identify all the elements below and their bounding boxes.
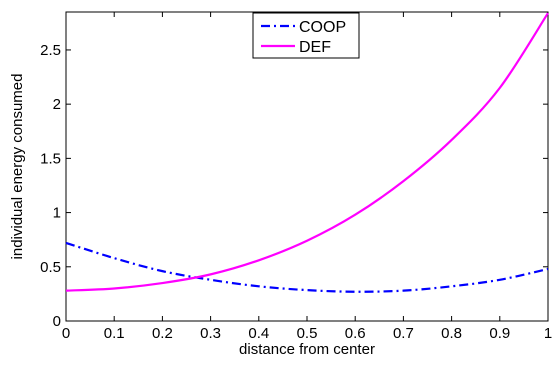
x-tick-label: 0 xyxy=(62,325,70,342)
y-tick-label: 0.5 xyxy=(40,259,61,276)
y-tick-label: 1.5 xyxy=(40,150,61,167)
legend: COOP DEF xyxy=(252,12,360,59)
legend-label-coop: COOP xyxy=(299,19,346,36)
series-lines xyxy=(65,12,549,293)
legend-label-def: DEF xyxy=(299,39,331,56)
y-tick-label: 2.5 xyxy=(40,42,61,59)
x-tick-label: 0.5 xyxy=(297,325,318,342)
x-tick-label: 0.7 xyxy=(393,325,414,342)
series-line-def xyxy=(65,12,549,292)
x-tick-label: 0.9 xyxy=(489,325,510,342)
x-tick-label: 0.1 xyxy=(104,325,125,342)
x-axis-label: distance from center xyxy=(239,341,375,358)
y-axis-ticks: 0 0.5 1 1.5 2 2.5 xyxy=(40,42,548,330)
x-tick-label: 0.4 xyxy=(248,325,269,342)
series-line-coop xyxy=(65,241,549,293)
legend-box xyxy=(252,12,360,59)
x-tick-label: 1 xyxy=(544,325,552,342)
y-axis-label: individual energy consumed xyxy=(9,74,26,260)
plot-frame xyxy=(65,11,549,322)
y-tick-label: 2 xyxy=(53,96,61,113)
x-tick-label: 0.8 xyxy=(441,325,462,342)
x-tick-label: 0.6 xyxy=(345,325,366,342)
y-tick-label: 1 xyxy=(53,205,61,222)
plot-area: 0 0.1 0.2 0.3 0.4 0.5 0.6 0.7 0.8 0.9 1 0 0.5 1 1.5 2 2… xyxy=(40,11,552,342)
x-tick-label: 0.2 xyxy=(152,325,173,342)
y-tick-label: 0 xyxy=(53,313,61,330)
x-tick-label: 0.3 xyxy=(200,325,221,342)
